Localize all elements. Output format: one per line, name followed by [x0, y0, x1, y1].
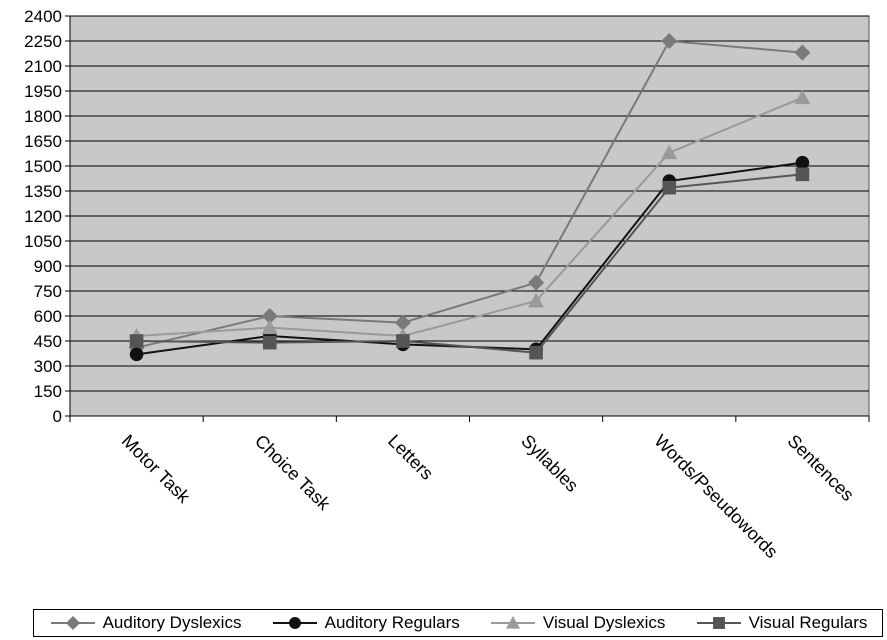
circle-marker-icon	[272, 617, 317, 629]
data-point	[529, 345, 543, 360]
x-category-label: Motor Task	[118, 431, 195, 508]
legend-item: Visual Regulars	[695, 613, 868, 633]
legend-label: Auditory Regulars	[324, 613, 460, 632]
diamond-marker-icon	[50, 616, 95, 630]
y-tick-label: 1500	[24, 157, 62, 176]
y-tick-label: 1200	[24, 207, 62, 226]
y-tick-label: 1350	[24, 182, 62, 201]
legend: Auditory Dyslexics Auditory Regulars Visua…	[33, 609, 883, 637]
data-point	[262, 335, 277, 350]
x-category-label: Syllables	[517, 431, 582, 496]
data-point	[794, 89, 811, 105]
data-point	[662, 180, 677, 195]
data-point	[794, 44, 811, 61]
legend-label: Visual Dyslexics	[542, 613, 666, 632]
data-point	[129, 347, 144, 362]
y-tick-label: 150	[34, 382, 62, 401]
legend-label: Auditory Dyslexics	[102, 613, 242, 632]
legend-item: Auditory Regulars	[271, 613, 460, 633]
square-marker-icon	[696, 617, 741, 629]
y-axis: 0 150 300 450 600 750 900 1050 1200 1350 1500 1650 1…	[24, 7, 71, 426]
legend-label: Visual Regulars	[748, 613, 868, 632]
data-point	[261, 319, 278, 335]
x-category-label: Choice Task	[251, 431, 335, 515]
y-tick-label: 2100	[24, 57, 62, 76]
legend-item: Visual Dyslexics	[489, 613, 666, 633]
x-category-label: Words/Pseudowords	[650, 431, 781, 562]
y-tick-label: 1800	[24, 107, 62, 126]
triangle-marker-icon	[490, 616, 535, 629]
line-chart: 0 150 300 450 600 750 900 1050 1200 1350 1500 1650 1…	[24, 7, 870, 562]
series-visual-regulars	[129, 167, 810, 360]
y-tick-label: 2250	[24, 32, 62, 51]
y-tick-label: 1950	[24, 82, 62, 101]
data-point	[795, 155, 810, 170]
y-tick-label: 1650	[24, 132, 62, 151]
x-category-label: Sentences	[784, 431, 858, 505]
series-line	[136, 39, 803, 349]
data-point	[129, 334, 144, 348]
y-tick-label: 600	[34, 307, 62, 326]
y-tick-label: 300	[34, 357, 62, 376]
gridlines	[70, 15, 869, 392]
series-line	[136, 173, 803, 354]
data-point	[528, 293, 545, 308]
data-point	[396, 334, 410, 348]
y-tick-label: 0	[53, 407, 62, 426]
data-point	[261, 308, 278, 324]
data-point	[795, 167, 810, 182]
data-point	[661, 33, 678, 49]
x-axis: Motor Task Choice Task Letters Syllables Wor…	[69, 415, 870, 562]
y-tick-label: 1050	[24, 232, 62, 251]
y-tick-label: 450	[34, 332, 62, 351]
series-line	[136, 96, 803, 338]
legend-item: Auditory Dyslexics	[49, 613, 242, 633]
y-tick-label: 750	[34, 282, 62, 301]
data-point	[528, 274, 545, 291]
data-point	[661, 144, 678, 160]
x-category-label: Letters	[384, 431, 437, 484]
series-layer	[128, 33, 811, 362]
data-point	[394, 314, 411, 331]
y-tick-label: 2400	[24, 7, 62, 26]
y-tick-label: 900	[34, 257, 62, 276]
